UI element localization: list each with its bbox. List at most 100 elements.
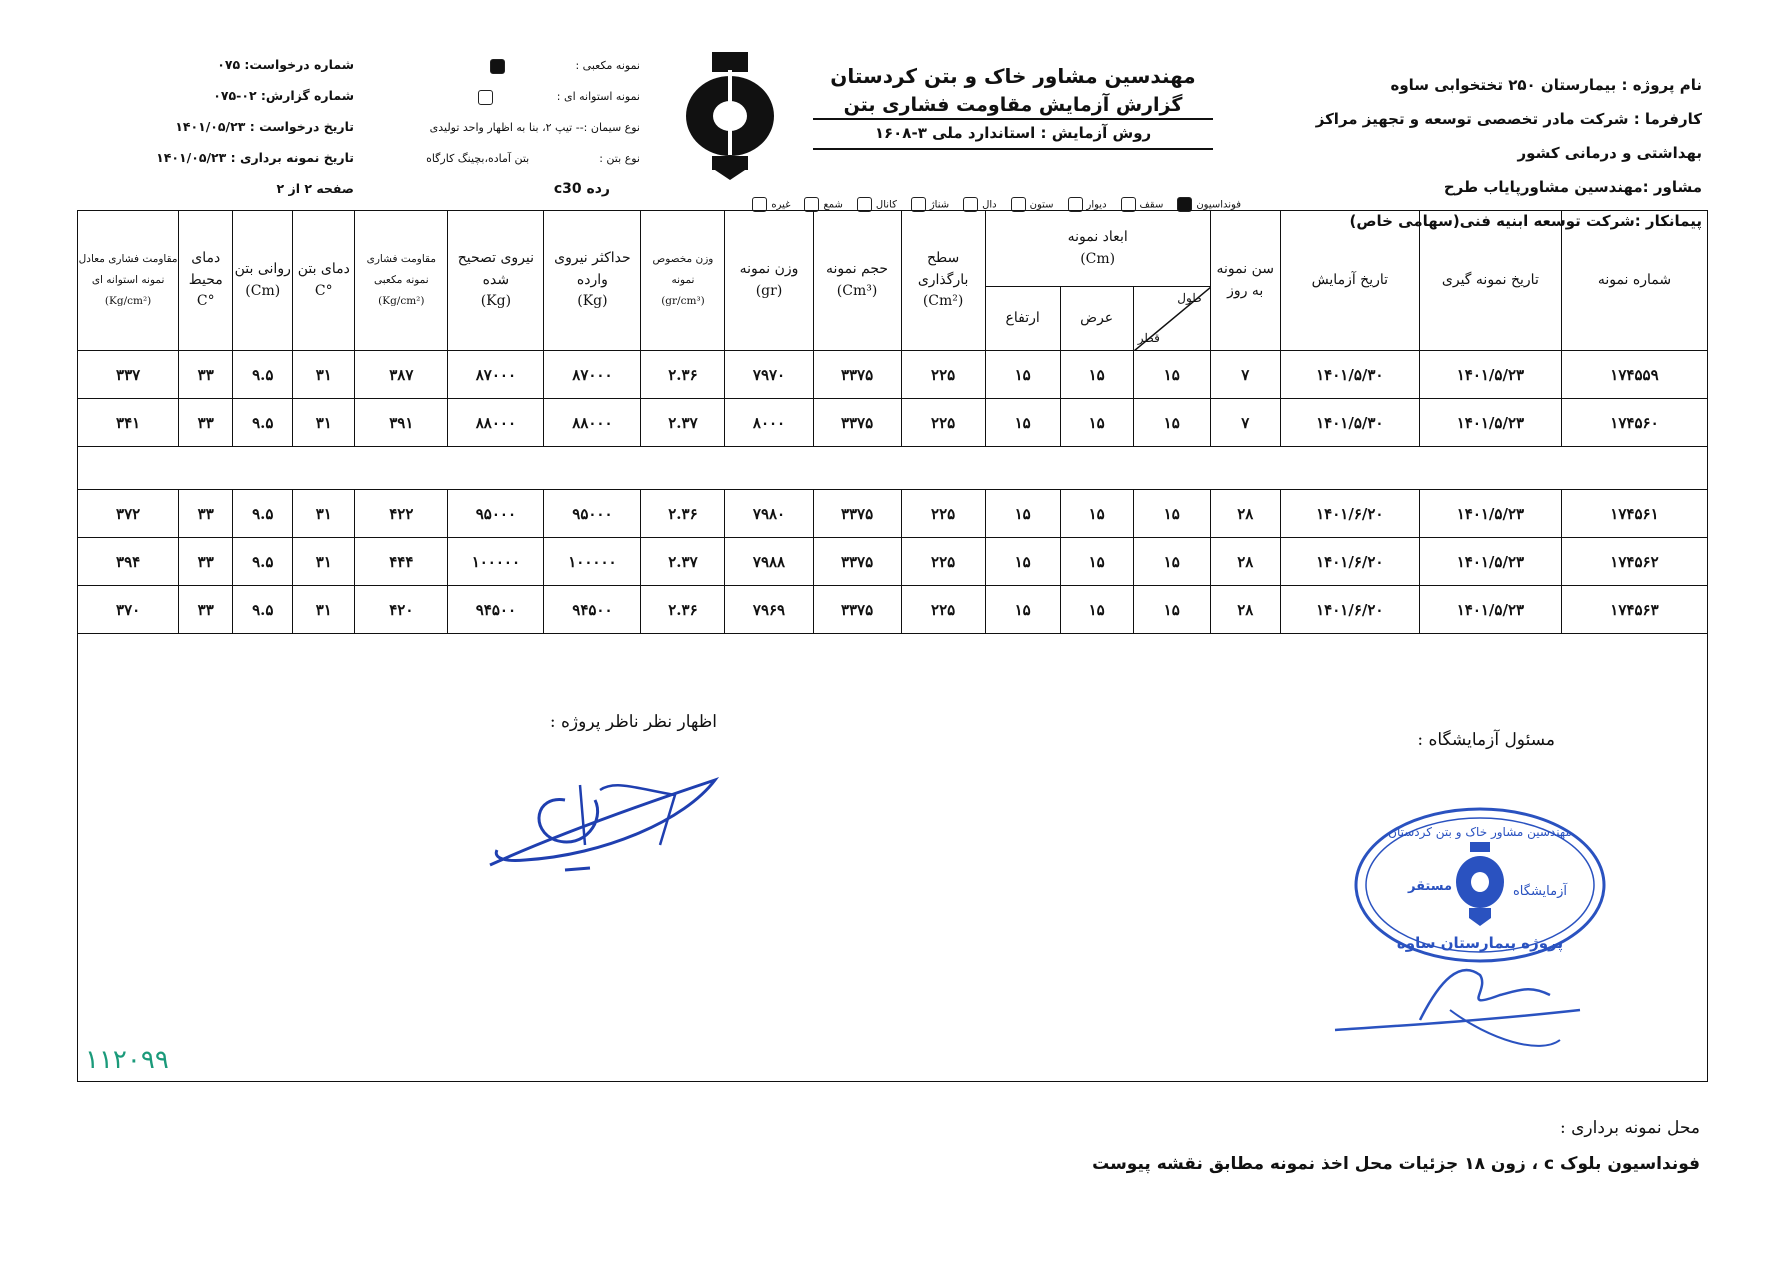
- empty-cell: [77, 446, 1708, 490]
- element-label: غیره: [771, 199, 791, 210]
- table-cell: ۳۳: [178, 585, 234, 634]
- table-cell: ۲۸: [1209, 585, 1281, 634]
- table-cell: ۳۳۷: [76, 350, 180, 399]
- table-cell: ۲۲۵: [900, 537, 986, 586]
- table-cell: ۱۵: [1132, 585, 1211, 634]
- request-date: تاریخ درخواست : ۱۴۰۱/۰۵/۲۳: [175, 119, 354, 134]
- cylinder-sample-label: نمونه استوانه ای :: [556, 90, 640, 103]
- table-row: ۱۷۴۵۶۳ ۱۴۰۱/۵/۲۳ ۱۴۰۱/۶/۲۰ ۲۸ ۱۵ ۱۵ ۱۵ ۲۲۵ ۳۳۷۵ ۷…: [76, 585, 1709, 634]
- table-cell: ۹۴۵۰۰: [543, 585, 642, 634]
- table-cell: ۸۸۰۰۰: [543, 398, 642, 447]
- element-option: سقف: [1117, 197, 1163, 212]
- table-cell: ۱۴۰۱/۵/۲۳: [1418, 350, 1562, 399]
- consultant: مشاور :مهندسین مشاورپایاب طرح: [1443, 178, 1702, 196]
- stamp-left-text: مستقر: [1407, 879, 1452, 894]
- page-number: صفحه ۲ از ۲: [276, 181, 355, 196]
- table-cell: ۱۴۰۱/۵/۲۳: [1418, 398, 1562, 447]
- element-label: ستون: [1029, 199, 1054, 210]
- header-cylinder-strength: مقاومت فشاری معادل نمونه استوانه ای (Kg/c…: [76, 210, 180, 351]
- test-method: روش آزمایش : استاندارد ملی ۳-۱۶۰۸: [813, 124, 1213, 150]
- element-label: دیوار: [1086, 199, 1107, 210]
- table-cell: ۹۵۰۰۰: [447, 489, 545, 538]
- cylinder-sample-checkbox[interactable]: [477, 89, 493, 105]
- table-cell: ۱۵: [984, 350, 1061, 399]
- supervisor-label: اظهار نظر ناظر پروژه :: [549, 712, 717, 732]
- header-area: سطح بارگذاری (Cm²): [900, 210, 986, 351]
- company-name: مهندسین مشاور خاک و بتن کردستان: [830, 64, 1196, 88]
- table-cell: ۱۵: [1059, 537, 1134, 586]
- table-cell: ۳۳: [178, 398, 234, 447]
- table-cell: ۸۷۰۰۰: [447, 350, 545, 399]
- lab-manager-signature: [1334, 968, 1581, 1047]
- header-cube-strength: مقاومت فشاری نمونه مکعبی (Kg/cm²): [354, 210, 449, 351]
- table-cell: ۱۴۰۱/۵/۲۳: [1418, 537, 1562, 586]
- table-cell: ۲۲۵: [900, 585, 986, 634]
- table-cell: ۳۳: [178, 489, 234, 538]
- header-dims: ابعاد نمونه (Cm): [984, 210, 1211, 287]
- table-cell: ۲۸: [1209, 489, 1281, 538]
- table-cell: ۱۷۴۵۶۲: [1560, 537, 1709, 586]
- concrete-type-value: بتن آماده،بچینگ کارگاه: [426, 152, 530, 165]
- element-option: شمع: [800, 197, 843, 212]
- element-label: دال: [982, 199, 997, 210]
- table-cell: ۳۱: [292, 489, 356, 538]
- table-cell: ۱۵: [1132, 489, 1211, 538]
- table-cell: ۲۲۵: [900, 489, 986, 538]
- table-cell: ۱۰۰۰۰۰: [543, 537, 642, 586]
- table-cell: ۷۹۸۸: [724, 537, 814, 586]
- header-density: وزن مخصوص نمونه (gr/cm³): [640, 210, 726, 351]
- cube-sample-checkbox[interactable]: [490, 58, 506, 74]
- table-cell: ۱۴۰۱/۵/۲۳: [1418, 585, 1562, 634]
- table-cell: ۱۵: [1132, 537, 1211, 586]
- request-number: شماره درخواست: ۰۷۵: [217, 57, 354, 72]
- table-cell: ۱۵: [1059, 585, 1134, 634]
- header-concrete-temp: دمای بتن °C: [292, 210, 356, 351]
- table-cell: ۹.۵: [232, 350, 294, 399]
- table-cell: ۳۴۱: [76, 398, 180, 447]
- header-sampling-date: تاریخ نمونه گیری: [1418, 210, 1562, 351]
- element-option: غیره: [748, 197, 791, 212]
- stamp-bottom-text: پروژه بیمارستان ساوه: [1397, 934, 1563, 953]
- table-cell: ۹.۵: [232, 489, 294, 538]
- project-name: نام پروژه : بیمارستان ۲۵۰ تختخوابی ساوه: [1390, 76, 1702, 94]
- table-cell: ۱۵: [1132, 398, 1211, 447]
- results-table: شماره نمونه تاریخ نمونه گیری تاریخ آزمای…: [76, 210, 1709, 634]
- report-title: گزارش آزمایش مقاومت فشاری بتن: [813, 94, 1213, 120]
- table-cell: ۳۸۷: [354, 350, 449, 399]
- table-cell: ۷۹۸۰: [724, 489, 814, 538]
- table-cell: ۳۱: [292, 537, 356, 586]
- table-cell: ۹.۵: [232, 398, 294, 447]
- table-cell: ۳۳۷۵: [812, 489, 902, 538]
- element-label: فونداسیون: [1196, 199, 1241, 210]
- table-cell: ۹۵۰۰۰: [543, 489, 642, 538]
- table-cell: ۷: [1209, 398, 1281, 447]
- table-cell: ۳۱: [292, 350, 356, 399]
- table-cell: ۳۷۲: [76, 489, 180, 538]
- header-test-date: تاریخ آزمایش: [1279, 210, 1420, 351]
- header-width: عرض: [1059, 286, 1134, 351]
- supervisor-signature: [489, 777, 720, 872]
- header-length-diameter: طول قطر: [1132, 286, 1211, 351]
- table-cell: ۸۷۰۰۰: [543, 350, 642, 399]
- sample-info: نمونه مکعبی : نمونه استوانه ای : نوع سیم…: [426, 50, 640, 205]
- table-cell: ۱۴۰۱/۵/۳۰: [1279, 398, 1420, 447]
- table-cell: ۷: [1209, 350, 1281, 399]
- employer-cont: بهداشتی و درمانی کشور: [1517, 144, 1702, 162]
- table-cell: ۳۹۴: [76, 537, 180, 586]
- table-cell: ۲.۳۶: [640, 489, 726, 538]
- table-cell: ۱۵: [984, 585, 1061, 634]
- table-cell: ۷۹۷۰: [724, 350, 814, 399]
- location-value: فونداسیون بلوک c ، زون ۱۸ جزئیات محل اخذ…: [1092, 1154, 1700, 1174]
- table-cell: ۴۴۴: [354, 537, 449, 586]
- table-cell: ۳۱: [292, 585, 356, 634]
- table-cell: ۱۴۰۱/۶/۲۰: [1279, 537, 1420, 586]
- element-label: شناژ: [929, 199, 950, 210]
- table-row: ۱۷۴۵۵۹ ۱۴۰۱/۵/۲۳ ۱۴۰۱/۵/۳۰ ۷ ۱۵ ۱۵ ۱۵ ۲۲۵ ۳۳۷۵ ۷۹…: [76, 350, 1709, 399]
- table-cell: ۴۲۲: [354, 489, 449, 538]
- table-cell: ۴۲۰: [354, 585, 449, 634]
- header-age: سن نمونه به روز: [1209, 210, 1281, 351]
- table-cell: ۱۴۰۱/۵/۳۰: [1279, 350, 1420, 399]
- table-cell: ۱۵: [1132, 350, 1211, 399]
- element-option: فونداسیون: [1173, 197, 1241, 212]
- table-cell: ۲۲۵: [900, 350, 986, 399]
